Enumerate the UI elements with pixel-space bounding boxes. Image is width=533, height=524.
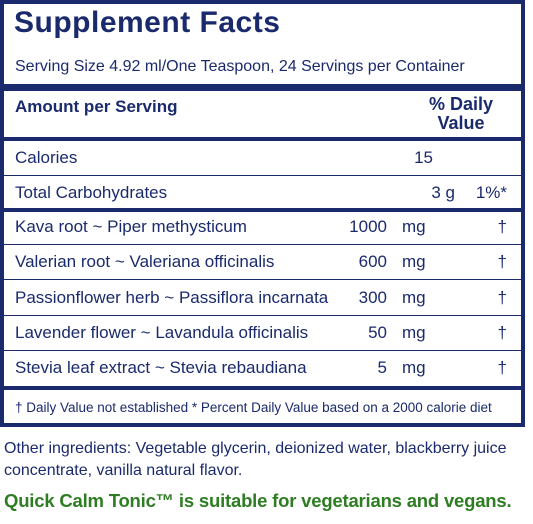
- ingredient-amount: 5: [377, 358, 387, 377]
- calories-label: Calories: [15, 148, 78, 167]
- carbs-label: Total Carbohydrates: [15, 183, 168, 202]
- footnote: † Daily Value not established * Percent …: [15, 400, 492, 415]
- calories-amount: 15: [414, 148, 433, 167]
- vegan-note: Quick Calm Tonic™ is suitable for vegeta…: [4, 490, 512, 511]
- divider: [4, 279, 521, 280]
- ingredient-daily-value: †: [497, 288, 507, 307]
- ingredient-row: Passionflower herb ~ Passiflora incarnat…: [4, 281, 521, 315]
- divider: [4, 175, 521, 176]
- ingredient-daily-value: †: [497, 252, 507, 271]
- divider-thick: [4, 208, 521, 212]
- ingredient-amount: 300: [358, 288, 387, 307]
- ingredient-unit: mg: [402, 358, 426, 377]
- ingredient-name: Passionflower herb ~ Passiflora incarnat…: [15, 288, 329, 307]
- ingredient-row: Valerian root ~ Valeriana officinalis 60…: [4, 245, 521, 279]
- ingredient-row: Kava root ~ Piper methysticum 1000 mg †: [4, 210, 521, 244]
- ingredient-amount: 50: [368, 323, 387, 342]
- ingredient-unit: mg: [402, 217, 426, 236]
- calories-row: Calories 15: [4, 141, 521, 175]
- carbs-daily-value: 1%*: [475, 183, 507, 202]
- ingredient-name: Lavender flower ~ Lavandula officinalis: [15, 323, 309, 342]
- ingredient-daily-value: †: [497, 217, 507, 236]
- ingredient-amount: 600: [358, 252, 387, 271]
- ingredient-name: Kava root ~ Piper methysticum: [15, 217, 247, 236]
- panel-title: Supplement Facts: [14, 6, 281, 39]
- ingredient-amount: 1000: [349, 217, 387, 236]
- carbs-amount: 3 g: [431, 183, 455, 202]
- divider: [4, 315, 521, 316]
- amount-per-serving-header: Amount per Serving: [15, 97, 178, 116]
- divider-mid: [4, 137, 521, 141]
- ingredient-name: Stevia leaf extract ~ Stevia rebaudiana: [15, 358, 307, 377]
- ingredient-row: Lavender flower ~ Lavandula officinalis …: [4, 316, 521, 350]
- ingredient-name: Valerian root ~ Valeriana officinalis: [15, 252, 275, 271]
- daily-value-header: % Daily Value: [428, 94, 494, 133]
- ingredient-unit: mg: [402, 252, 426, 271]
- ingredient-unit: mg: [402, 288, 426, 307]
- carbs-row: Total Carbohydrates 3 g 1%*: [4, 176, 521, 210]
- divider-thick: [4, 84, 521, 91]
- serving-size: Serving Size 4.92 ml/One Teaspoon, 24 Se…: [15, 58, 465, 75]
- ingredient-daily-value: †: [497, 323, 507, 342]
- supplement-facts-panel: Supplement Facts Serving Size 4.92 ml/On…: [0, 0, 525, 427]
- ingredient-row: Stevia leaf extract ~ Stevia rebaudiana …: [4, 351, 521, 385]
- divider-thick: [4, 386, 521, 390]
- divider: [4, 244, 521, 245]
- ingredient-daily-value: †: [497, 358, 507, 377]
- divider: [4, 350, 521, 351]
- other-ingredients: Other ingredients: Vegetable glycerin, d…: [4, 440, 507, 479]
- ingredient-unit: mg: [402, 323, 426, 342]
